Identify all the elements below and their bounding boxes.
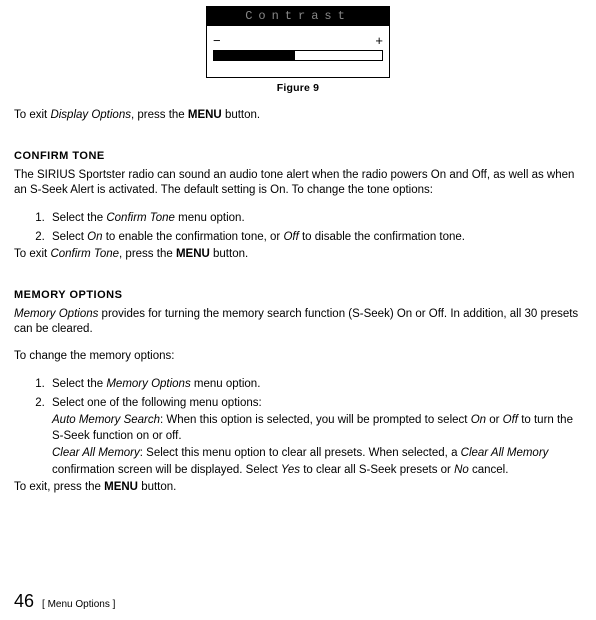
text: Select: [52, 231, 87, 243]
plus-label: +: [371, 33, 383, 48]
page-number: 46: [14, 591, 34, 612]
text: to enable the confirmation tone, or: [103, 231, 284, 243]
on-ital: On: [471, 414, 486, 426]
text: button.: [222, 109, 260, 121]
text: provides for turning the memory search f…: [14, 308, 578, 336]
clear-all-memory-ital: Clear All Memory: [52, 447, 140, 459]
list-item: Select the Memory Options menu option.: [48, 376, 582, 393]
contrast-display: Contrast − +: [206, 6, 390, 78]
text: , press the: [131, 109, 188, 121]
confirm-tone-ital: Confirm Tone: [50, 248, 119, 260]
text: to disable the confirmation tone.: [299, 231, 465, 243]
text: confirmation screen will be displayed. S…: [52, 464, 281, 476]
contrast-bar: [213, 50, 383, 61]
text: , press the: [119, 248, 176, 260]
confirm-tone-steps: Select the Confirm Tone menu option. Sel…: [14, 210, 582, 245]
text: button.: [210, 248, 248, 260]
menu-bold: MENU: [188, 109, 222, 121]
text: to clear all S-Seek presets or: [300, 464, 454, 476]
contrast-bar-row: [207, 50, 389, 77]
off-ital: Off: [503, 414, 518, 426]
on-ital: On: [87, 231, 102, 243]
footer-section: Menu Options: [48, 599, 110, 610]
text: To exit: [14, 109, 50, 121]
page-footer: 46 [ Menu Options ]: [14, 591, 115, 612]
minus-label: −: [213, 33, 225, 48]
text: button.: [138, 481, 176, 493]
no-ital: No: [454, 464, 469, 476]
clear-all-memory-ital: Clear All Memory: [461, 447, 549, 459]
display-options-ital: Display Options: [50, 109, 131, 121]
text: or: [486, 414, 503, 426]
memory-options-change: To change the memory options:: [14, 349, 582, 365]
yes-ital: Yes: [281, 464, 300, 476]
confirm-tone-ital: Confirm Tone: [106, 212, 175, 224]
text: Select one of the following menu options…: [52, 397, 262, 409]
text: Select the: [52, 378, 106, 390]
figure-caption: Figure 9: [14, 82, 582, 94]
menu-bold: MENU: [176, 248, 210, 260]
text: cancel.: [469, 464, 509, 476]
memory-options-exit: To exit, press the MENU button.: [14, 480, 582, 496]
bracket: ]: [110, 599, 116, 610]
text: : When this option is selected, you will…: [160, 414, 471, 426]
confirm-tone-exit: To exit Confirm Tone, press the MENU but…: [14, 247, 582, 263]
figure-9: Contrast − + Figure 9: [14, 0, 582, 94]
text: To exit, press the: [14, 481, 104, 493]
text: menu option.: [191, 378, 261, 390]
off-ital: Off: [283, 231, 298, 243]
list-item: Select one of the following menu options…: [48, 395, 582, 478]
exit-display-options: To exit Display Options, press the MENU …: [14, 108, 582, 124]
memory-options-ital: Memory Options: [14, 308, 98, 320]
text: To exit: [14, 248, 50, 260]
contrast-bar-fill: [214, 51, 295, 60]
text: menu option.: [175, 212, 245, 224]
list-item: Select the Confirm Tone menu option.: [48, 210, 582, 227]
confirm-tone-intro: The SIRIUS Sportster radio can sound an …: [14, 168, 582, 199]
contrast-title: Contrast: [207, 7, 389, 26]
auto-memory-search-ital: Auto Memory Search: [52, 414, 160, 426]
text: : Select this menu option to clear all p…: [140, 447, 461, 459]
list-item: Select On to enable the confirmation ton…: [48, 229, 582, 246]
memory-options-steps: Select the Memory Options menu option. S…: [14, 376, 582, 478]
text: Select the: [52, 212, 106, 224]
memory-options-ital: Memory Options: [106, 378, 190, 390]
memory-options-intro: Memory Options provides for turning the …: [14, 307, 582, 338]
memory-options-heading: MEMORY OPTIONS: [14, 289, 582, 301]
footer-label: [ Menu Options ]: [42, 599, 115, 610]
menu-bold: MENU: [104, 481, 138, 493]
contrast-slider-row: − +: [207, 27, 389, 50]
confirm-tone-heading: CONFIRM TONE: [14, 150, 582, 162]
